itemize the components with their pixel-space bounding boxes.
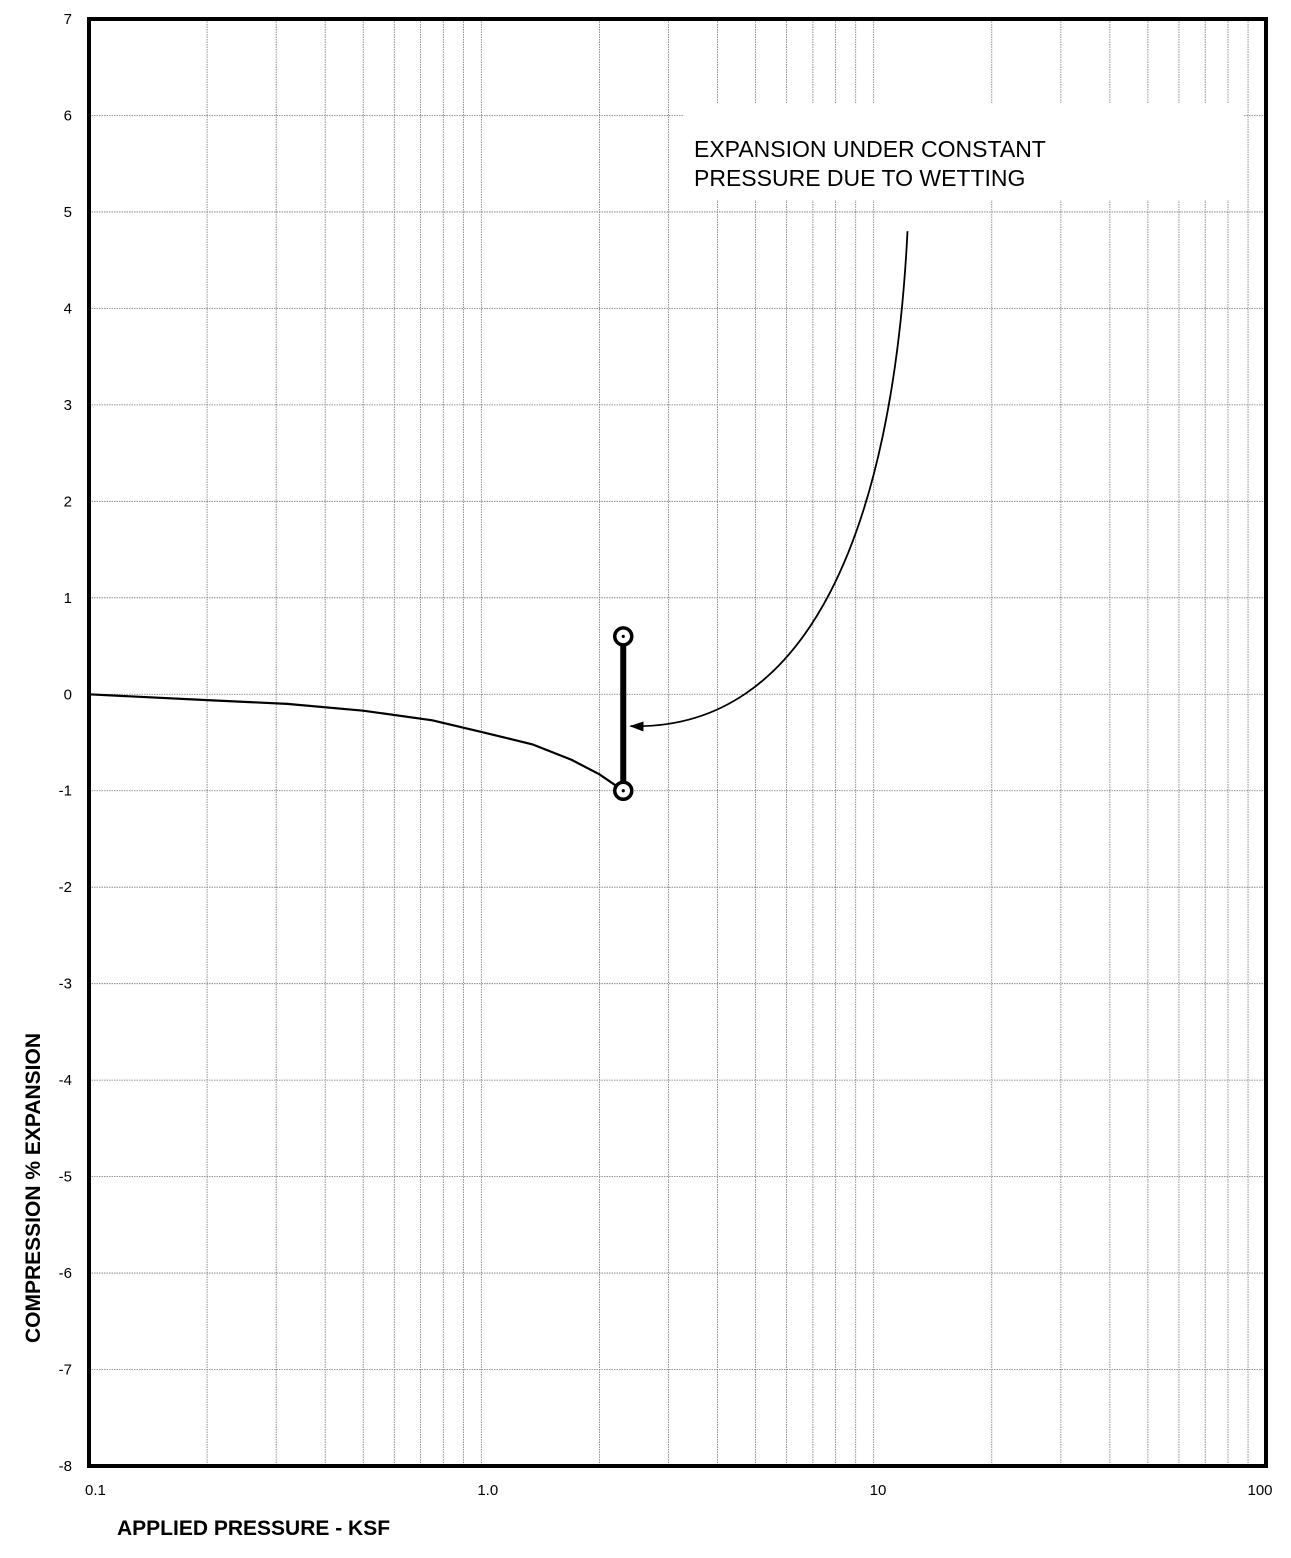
y-tick-label: -6 [59, 1265, 72, 1282]
x-tick-label: 1.0 [477, 1482, 498, 1499]
y-tick-label: 2 [64, 493, 72, 510]
y-tick-label: -5 [59, 1169, 72, 1186]
y-tick-label: -3 [59, 976, 72, 993]
axis-titles: APPLIED PRESSURE - KSF COMPRESSION % EXPA… [22, 1033, 390, 1540]
x-axis-title: APPLIED PRESSURE - KSF [117, 1517, 390, 1540]
y-tick-label: 5 [64, 204, 72, 221]
x-tick-label: 0.1 [85, 1482, 106, 1499]
y-tick-label: -8 [59, 1458, 72, 1475]
annotation-arrow [629, 231, 909, 732]
y-tick-label: 1 [64, 590, 72, 607]
x-tick-label: 100 [1247, 1482, 1272, 1499]
x-tick-label: 10 [870, 1482, 887, 1499]
y-tick-label: -4 [59, 1072, 72, 1089]
y-tick-label: -2 [59, 879, 72, 896]
y-tick-label: -7 [59, 1362, 72, 1379]
annotation-text-line: PRESSURE DUE TO WETTING [694, 165, 1025, 191]
grid [89, 19, 1266, 1466]
wetting-point-dot [621, 634, 625, 638]
annotation-text-line: EXPANSION UNDER CONSTANT [694, 136, 1046, 162]
y-tick-label: -1 [59, 783, 72, 800]
annotation-background: EXPANSION UNDER CONSTANT PRESSURE DUE TO … [684, 104, 1244, 200]
plot-border [87, 17, 1268, 1468]
wetting-point-dot [621, 789, 625, 793]
plot-frame [87, 17, 1268, 1468]
series-layer [88, 231, 909, 801]
y-tick-label: 6 [64, 107, 72, 124]
y-tick-label: 7 [64, 11, 72, 28]
y-tick-label: 0 [64, 686, 72, 703]
annotation-box [684, 104, 1244, 200]
y-axis-title: COMPRESSION % EXPANSION [22, 1033, 45, 1343]
y-tick-label: 3 [64, 397, 72, 414]
y-tick-label: 4 [64, 300, 72, 317]
compression-curve [88, 693, 624, 792]
